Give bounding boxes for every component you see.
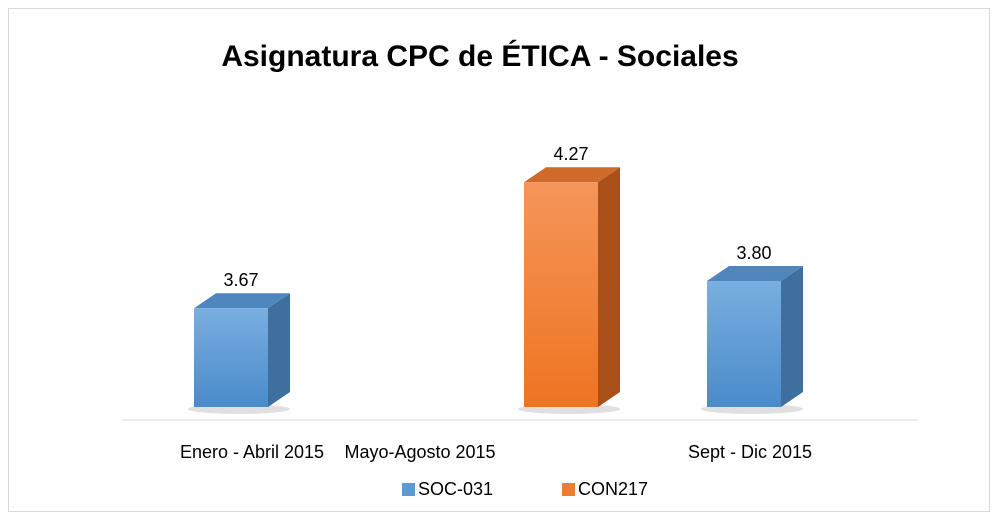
chart-title: Asignatura CPC de ÉTICA - Sociales <box>221 39 738 73</box>
data-label: 4.27 <box>553 144 588 164</box>
bar <box>524 182 598 407</box>
bar-side <box>598 167 620 407</box>
x-tick-label: Enero - Abril 2015 <box>180 442 324 462</box>
bar-top <box>524 167 620 183</box>
legend-swatch <box>562 483 575 496</box>
legend-label: CON217 <box>578 479 648 499</box>
bar-top <box>707 266 803 281</box>
data-label: 3.80 <box>736 243 771 263</box>
legend-label: SOC-031 <box>418 479 493 499</box>
chart-border <box>8 8 990 512</box>
data-label: 3.67 <box>223 270 258 290</box>
bar <box>707 281 781 407</box>
legend-swatch <box>402 483 415 496</box>
bar-top <box>194 293 290 309</box>
x-tick-label: Mayo-Agosto 2015 <box>344 442 495 462</box>
bar-side <box>268 293 290 407</box>
x-tick-label: Sept - Dic 2015 <box>688 442 812 462</box>
bar <box>194 308 268 407</box>
bar-side <box>781 266 803 407</box>
